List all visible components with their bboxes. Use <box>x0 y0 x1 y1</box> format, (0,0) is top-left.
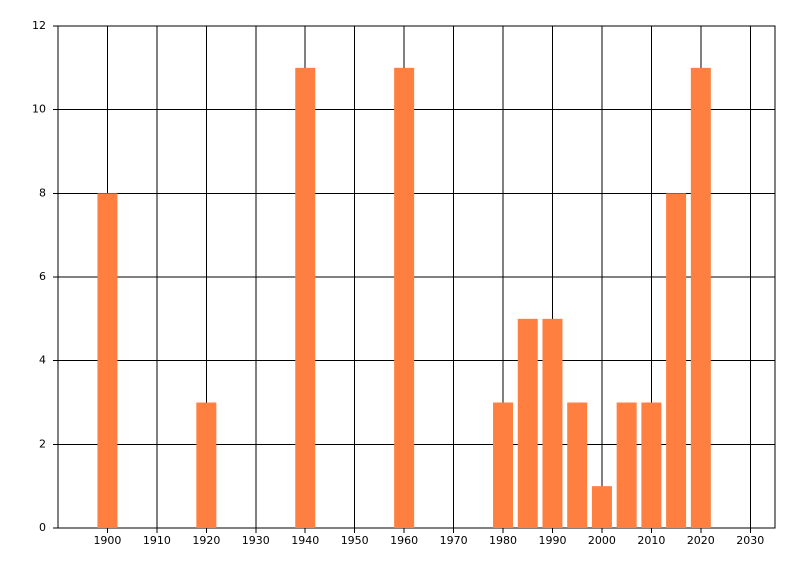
bar <box>542 318 563 528</box>
x-tick-label: 1900 <box>93 534 121 547</box>
y-tick-label: 0 <box>39 521 46 534</box>
x-tick-label: 2020 <box>687 534 715 547</box>
bar <box>394 67 415 528</box>
bar <box>690 67 711 528</box>
x-tick-label: 1960 <box>390 534 418 547</box>
x-tick-label: 1990 <box>538 534 566 547</box>
y-tick-label: 6 <box>39 270 46 283</box>
y-tick-label: 2 <box>39 437 46 450</box>
y-tick-label: 8 <box>39 186 46 199</box>
bar <box>97 193 118 529</box>
x-tick-label: 1940 <box>291 534 319 547</box>
x-tick-label: 1970 <box>440 534 468 547</box>
x-tick-label: 1910 <box>143 534 171 547</box>
y-tick-label: 4 <box>39 354 46 367</box>
x-tick-label: 2030 <box>736 534 764 547</box>
y-tick-label: 10 <box>32 103 46 116</box>
bar <box>196 402 217 528</box>
bar <box>295 67 316 528</box>
bar <box>641 402 662 528</box>
y-tick-label: 12 <box>32 19 46 32</box>
bar <box>616 402 637 528</box>
plot-border <box>57 25 776 529</box>
bar <box>666 193 687 529</box>
x-tick-label: 2000 <box>588 534 616 547</box>
x-tick-label: 2010 <box>637 534 665 547</box>
bar <box>493 402 514 528</box>
bar <box>567 402 588 528</box>
x-tick-label: 1950 <box>341 534 369 547</box>
bar <box>517 318 538 528</box>
bar <box>591 486 612 528</box>
x-tick-label: 1980 <box>489 534 517 547</box>
x-tick-label: 1920 <box>192 534 220 547</box>
x-tick-label: 1930 <box>242 534 270 547</box>
